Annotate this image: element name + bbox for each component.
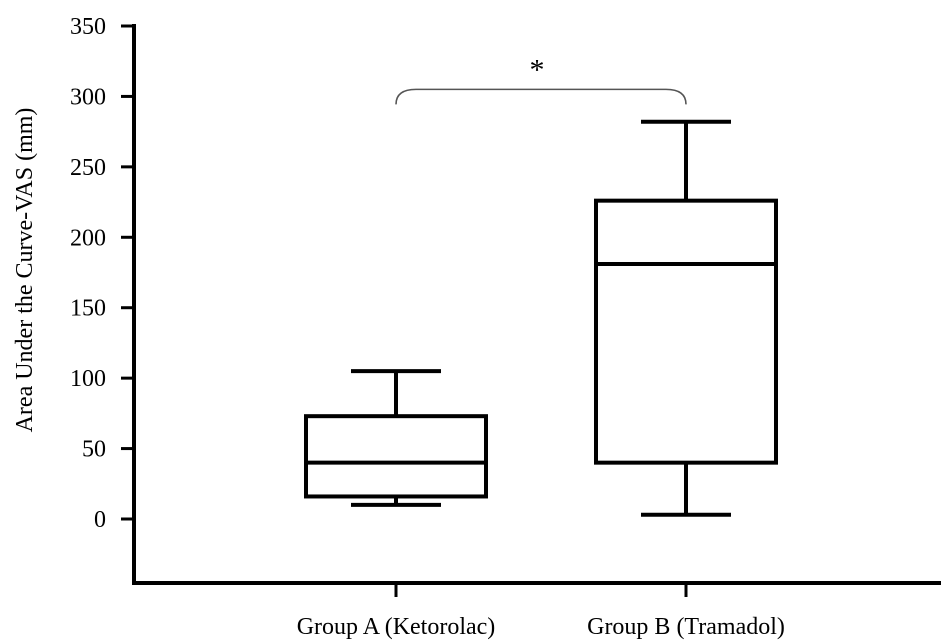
y-tick-label-350: 350 xyxy=(70,14,106,40)
iqr-box-2 xyxy=(594,198,778,465)
y-axis-title: Area Under the Curve-VAS (mm) xyxy=(12,108,38,433)
significance-star: * xyxy=(530,53,545,86)
y-tick-label-150: 150 xyxy=(70,296,106,322)
x-category-label-1: Group A (Ketorolac) xyxy=(297,614,496,640)
box-2 xyxy=(594,119,778,517)
y-tick-label-100: 100 xyxy=(70,366,106,392)
significance-bracket xyxy=(395,88,687,105)
y-tick-label-300: 300 xyxy=(70,84,106,110)
y-tick-label-200: 200 xyxy=(70,225,106,251)
box-1 xyxy=(304,369,488,507)
y-axis: 0 50 100 150 200 250 300 350 xyxy=(70,14,136,584)
iqr-box-1 xyxy=(304,414,488,499)
y-tick-label-250: 250 xyxy=(70,155,106,181)
significance-annotation: * xyxy=(395,53,687,105)
y-tick-label-50: 50 xyxy=(82,437,106,463)
y-tick-label-0: 0 xyxy=(94,507,106,533)
x-axis: Group A (Ketorolac) Group B (Tramadol) xyxy=(132,581,941,640)
box-series xyxy=(304,119,778,517)
x-category-label-2: Group B (Tramadol) xyxy=(587,614,785,640)
